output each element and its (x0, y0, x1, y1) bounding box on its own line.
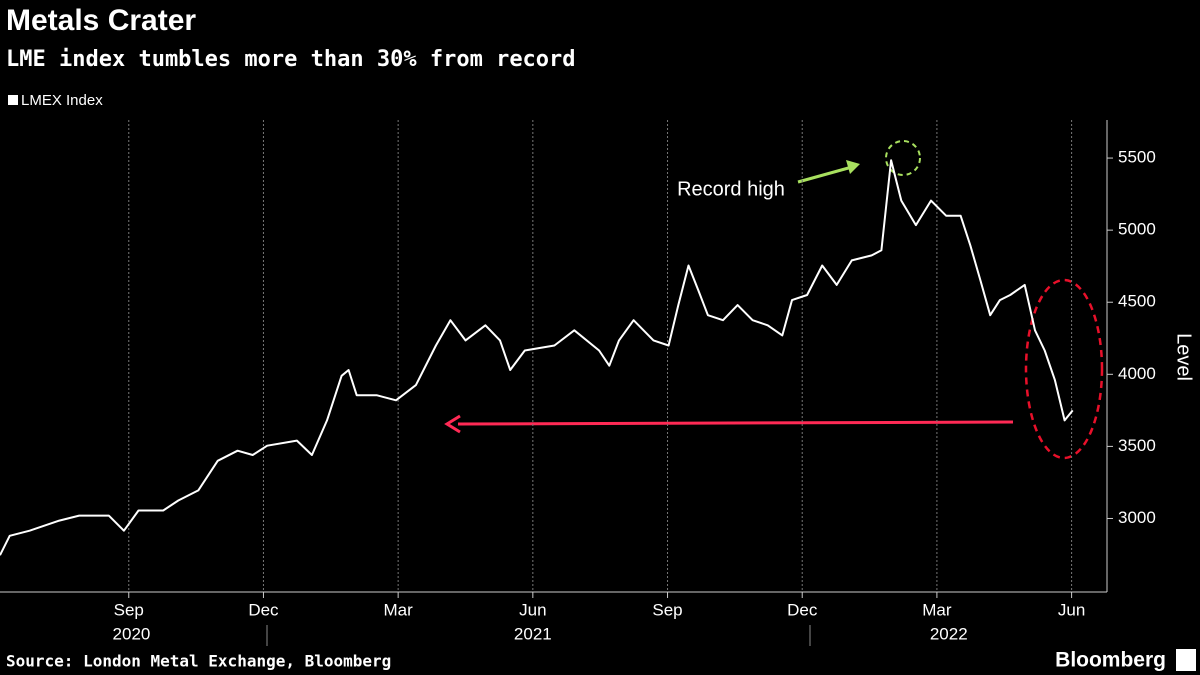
x-year-label: 2021 (514, 624, 552, 643)
x-tick-label: Dec (787, 600, 818, 619)
annotation-text: Record high (677, 178, 785, 200)
y-tick-label: 5500 (1118, 148, 1156, 167)
legend-swatch (8, 95, 18, 105)
crash-ellipse (1024, 278, 1104, 460)
level-arrowhead (444, 414, 461, 434)
x-year-label: 2022 (930, 624, 968, 643)
data-line (0, 159, 1074, 556)
legend-label: LMEX Index (21, 92, 103, 109)
brand-icon (1176, 649, 1196, 671)
x-tick-label: Jun (1058, 600, 1085, 619)
x-tick-label: Sep (652, 600, 682, 619)
x-tick-label: Mar (384, 600, 414, 619)
y-tick-label: 3000 (1118, 508, 1156, 527)
y-axis-label: Level (1173, 333, 1195, 381)
x-tick-label: Dec (248, 600, 279, 619)
annotation-arrowhead (846, 160, 860, 174)
x-tick-label: Jun (519, 600, 546, 619)
y-tick-label: 3500 (1118, 436, 1156, 455)
brand-logo: Bloomberg (1055, 649, 1166, 672)
level-arrow (457, 420, 1014, 426)
x-year-label: 2020 (113, 624, 151, 643)
chart-title: Metals Crater (6, 4, 196, 37)
y-tick-label: 4500 (1118, 292, 1156, 311)
y-tick-label: 5000 (1118, 220, 1156, 239)
source-note: Source: London Metal Exchange, Bloomberg (6, 652, 391, 671)
chart-subtitle: LME index tumbles more than 30% from rec… (6, 47, 576, 72)
x-tick-label: Mar (922, 600, 952, 619)
annotation-arrow (797, 165, 853, 184)
y-tick-label: 4000 (1118, 364, 1156, 383)
x-tick-label: Sep (114, 600, 144, 619)
peak-circle (885, 140, 921, 176)
